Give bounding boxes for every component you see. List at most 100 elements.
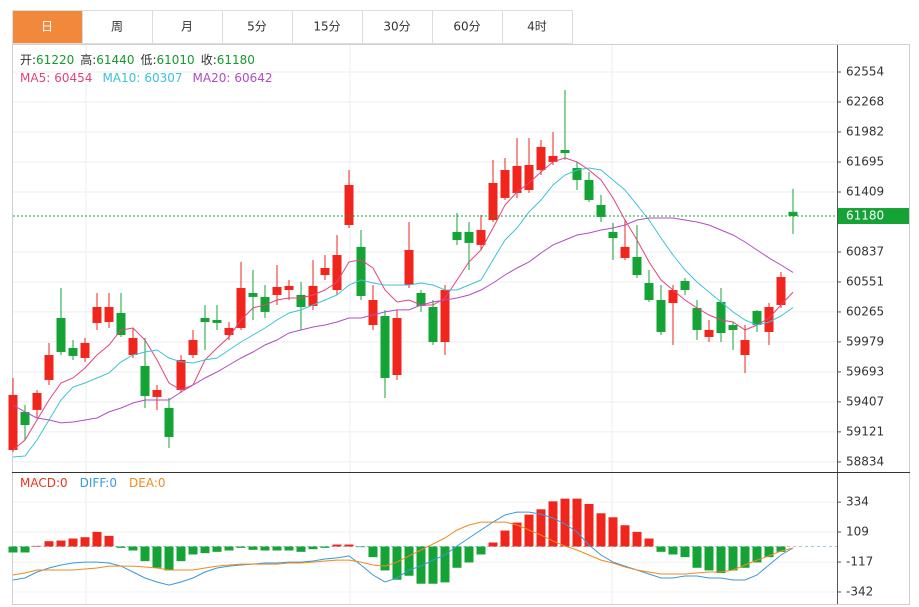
tab[interactable] <box>152 10 223 44</box>
candle-body <box>716 301 726 334</box>
candle-body <box>176 359 186 391</box>
candle-body <box>764 307 774 332</box>
candle-body <box>548 155 558 162</box>
macd-bar <box>536 509 546 547</box>
candle-body <box>692 307 702 330</box>
candle-body <box>68 347 78 356</box>
y-tick-label: 59121 <box>846 424 884 438</box>
tab-label[interactable]: 周 <box>111 20 123 34</box>
macd-bar <box>776 546 786 552</box>
candle-body <box>776 277 786 306</box>
candle-body <box>200 318 210 322</box>
candle-body <box>272 286 282 295</box>
macd-bar <box>260 546 270 551</box>
summary-value: 61440 <box>96 53 134 67</box>
candle-body <box>584 179 594 200</box>
ma-line <box>12 167 794 458</box>
legend-name: DIFF: <box>80 476 110 490</box>
tab[interactable] <box>502 10 573 44</box>
y-tick-label: 60265 <box>846 304 884 318</box>
tab-label[interactable]: 5分 <box>247 20 267 34</box>
last-price-box <box>838 208 909 225</box>
candle-body <box>152 390 162 397</box>
legend-value: 0 <box>60 476 68 490</box>
candle-body <box>524 164 534 191</box>
macd-bar <box>464 546 474 563</box>
candle-body <box>44 355 54 380</box>
ma-line <box>12 217 794 424</box>
tab-label[interactable]: 60分 <box>453 20 480 34</box>
candle-body <box>80 342 90 358</box>
legend-value: 0 <box>158 476 166 490</box>
candle-body <box>344 184 354 226</box>
candle-body <box>596 205 606 217</box>
macd-bar <box>620 525 630 547</box>
tab-label[interactable]: 30分 <box>383 20 410 34</box>
candle-body <box>224 327 234 335</box>
tab[interactable] <box>292 10 363 44</box>
macd-bar <box>404 546 414 576</box>
macd-bar <box>740 546 750 568</box>
candle-body <box>788 211 798 217</box>
candle-body <box>656 299 666 332</box>
ma-legend: MA5: 60454 MA10: 60307 MA20: 60642 <box>20 71 273 85</box>
macd-line <box>12 511 794 586</box>
candle-body <box>248 292 258 297</box>
legend-name: MACD: <box>20 476 60 490</box>
macd-bar <box>632 531 642 547</box>
macd-bar <box>416 546 426 584</box>
candle-body <box>128 338 138 356</box>
candle-body <box>428 307 438 343</box>
tab-label[interactable]: 15分 <box>313 20 340 34</box>
macd-line <box>12 521 794 576</box>
macd-bar <box>104 535 114 547</box>
macd-legend: MACD:0 DIFF:0 DEA:0 <box>20 476 166 490</box>
y-tick-label: 60837 <box>846 244 884 258</box>
macd-bar <box>524 514 534 547</box>
summary-value: 61220 <box>36 53 74 67</box>
macd-bar <box>68 538 78 547</box>
candle-body <box>620 246 630 258</box>
y-tick-label: 62554 <box>846 64 884 78</box>
candle-body <box>32 392 42 410</box>
macd-bar <box>548 501 558 547</box>
macd-bar <box>272 546 282 551</box>
candle-body <box>284 285 294 291</box>
macd-bar <box>128 546 138 551</box>
tab-label[interactable]: 4时 <box>527 20 547 34</box>
candle-body <box>260 296 270 312</box>
macd-bar <box>668 546 678 555</box>
tab[interactable] <box>432 10 503 44</box>
candle-body <box>560 149 570 154</box>
summary-value: 61180 <box>217 53 255 67</box>
macd-bar <box>320 546 330 548</box>
legend-value: 60307 <box>144 71 182 85</box>
macd-bar <box>728 546 738 571</box>
candle-body <box>416 292 426 306</box>
candle-body <box>404 249 414 285</box>
macd-bar <box>512 522 522 547</box>
candle-body <box>500 169 510 198</box>
candle-body <box>20 411 30 426</box>
candle-body <box>368 299 378 326</box>
legend-value: 60642 <box>234 71 272 85</box>
candle-body <box>392 318 402 376</box>
macd-bar <box>200 546 210 554</box>
tab-label[interactable]: 日 <box>41 20 53 34</box>
tab-label[interactable]: 月 <box>181 20 193 34</box>
macd-bar <box>488 542 498 547</box>
macd-bar <box>716 546 726 574</box>
tab[interactable] <box>12 10 83 44</box>
candle-body <box>116 312 126 335</box>
tab[interactable] <box>82 10 153 44</box>
macd-bar <box>236 546 246 548</box>
candle-body <box>92 307 102 323</box>
macd-bar <box>764 546 774 558</box>
summary-legend: 开:61220 高:61440 低:61010 收:61180 <box>20 52 255 67</box>
y-tick-label: -342 <box>846 584 873 598</box>
candle-body <box>440 290 450 343</box>
y-tick-label: 59407 <box>846 394 884 408</box>
candle-body <box>8 394 18 450</box>
y-tick-label: 60551 <box>846 274 884 288</box>
